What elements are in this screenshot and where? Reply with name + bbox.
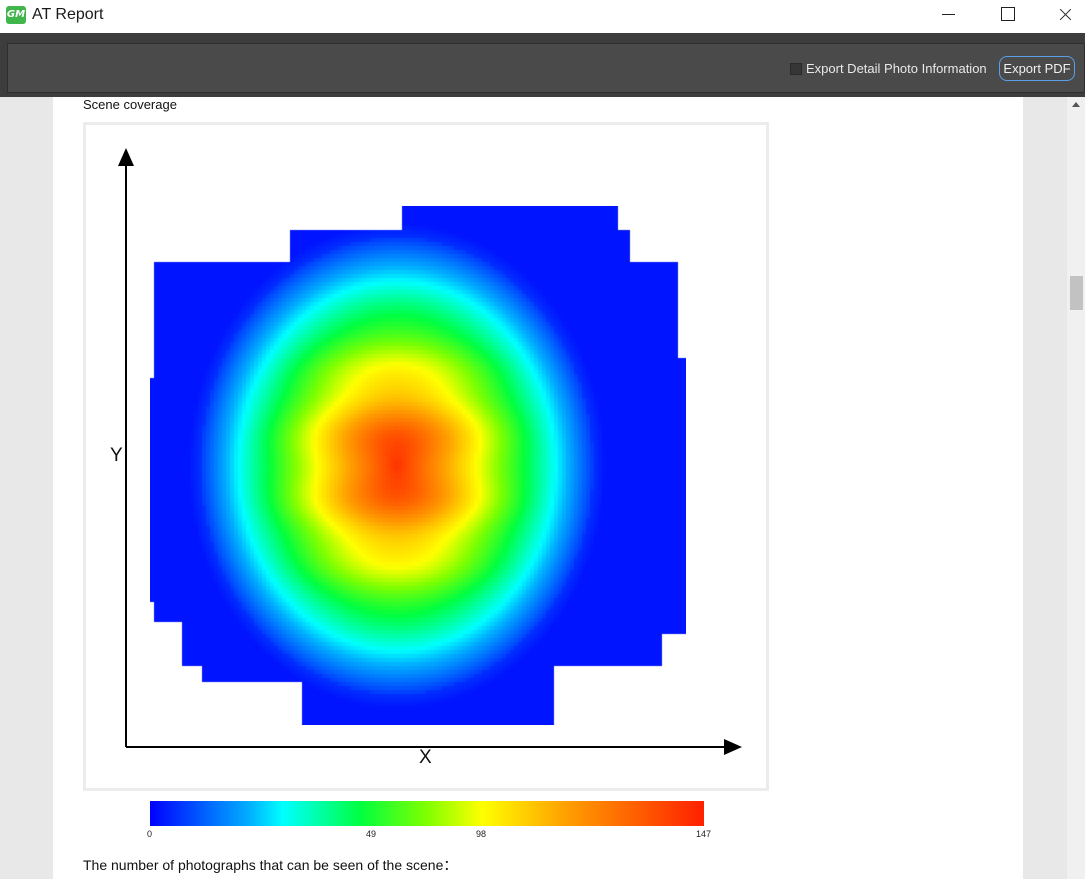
section-title: Scene coverage xyxy=(83,97,177,112)
window-title: AT Report xyxy=(32,6,104,23)
colorbar xyxy=(150,801,704,826)
colorbar-tick-min: 0 xyxy=(147,829,153,839)
app-logo-icon: GM xyxy=(6,6,26,24)
vertical-scrollbar[interactable] xyxy=(1067,97,1085,879)
scroll-up-arrow-icon[interactable] xyxy=(1072,102,1080,107)
maximize-button[interactable] xyxy=(978,0,1036,32)
coverage-heatmap xyxy=(150,206,686,725)
colorbar-tick-max: 147 xyxy=(696,829,712,839)
x-axis-label: X xyxy=(419,747,432,768)
export-detail-checkbox-label[interactable]: Export Detail Photo Information xyxy=(806,61,987,76)
colorbar-tick-49: 49 xyxy=(366,829,377,839)
y-axis-arrow xyxy=(118,148,134,166)
photo-count-text: The number of photographs that can be se… xyxy=(83,857,458,873)
toolbar xyxy=(7,43,1085,93)
title-bar: GM AT Report xyxy=(0,0,1085,32)
scrollbar-thumb[interactable] xyxy=(1070,276,1083,310)
export-pdf-button[interactable]: Export PDF xyxy=(999,56,1075,81)
export-detail-checkbox[interactable] xyxy=(790,63,802,75)
y-axis-label: Y xyxy=(110,445,123,466)
colorbar-tick-98: 98 xyxy=(476,829,487,839)
minimize-button[interactable] xyxy=(918,0,976,32)
x-axis-arrow xyxy=(724,739,742,755)
